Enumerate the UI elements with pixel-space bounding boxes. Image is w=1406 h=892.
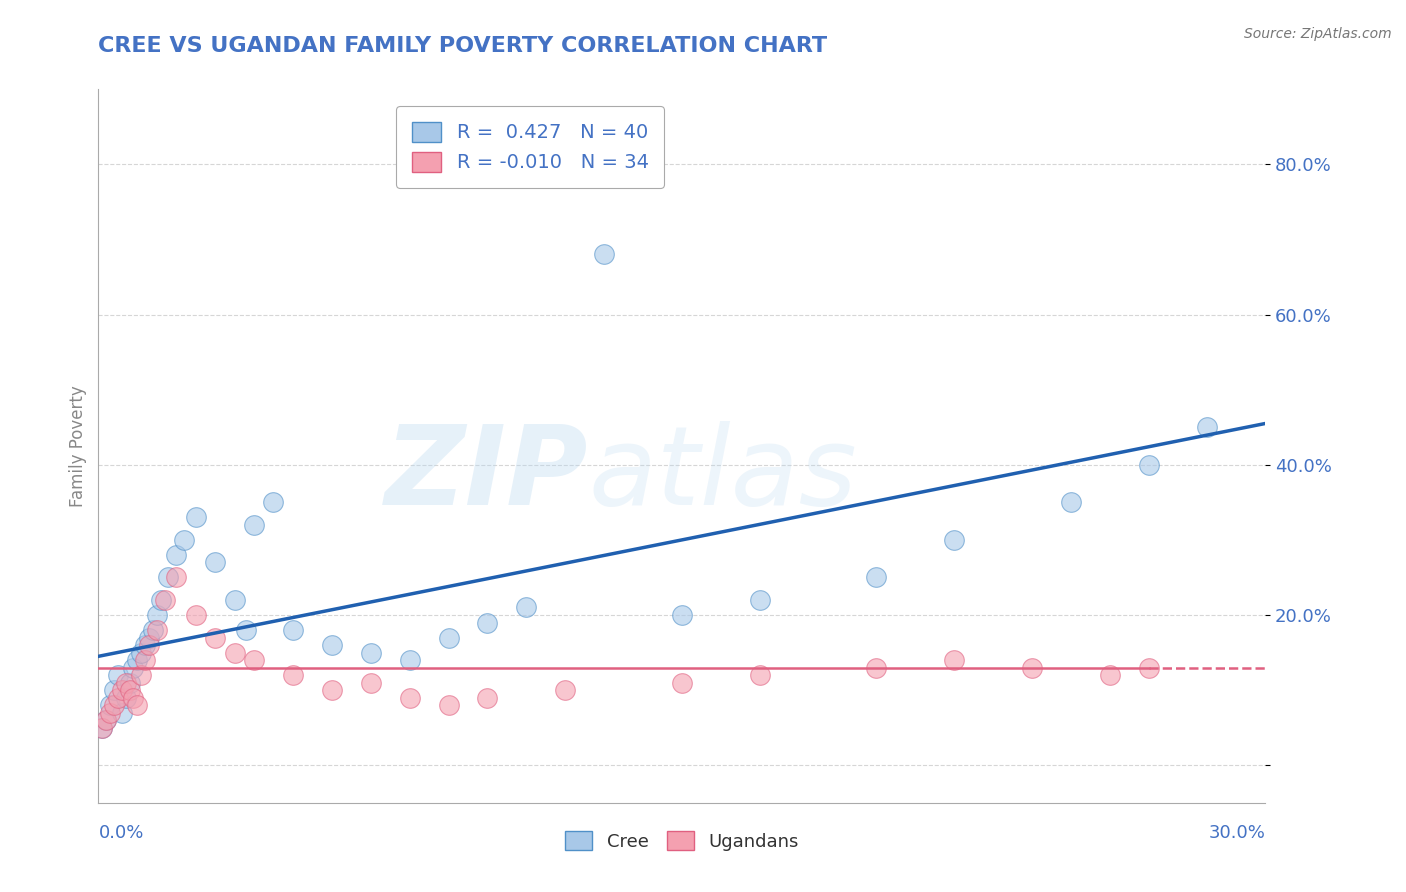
Point [360,675,382,690]
Point [748,593,770,607]
Text: Source: ZipAtlas.com: Source: ZipAtlas.com [1244,27,1392,41]
Point [1098,668,1121,682]
Point [165,570,187,584]
Point [129,668,152,682]
Point [122,690,145,705]
Text: CREE VS UGANDAN FAMILY POVERTY CORRELATION CHART: CREE VS UGANDAN FAMILY POVERTY CORRELATI… [98,36,828,55]
Point [398,653,420,667]
Point [671,675,693,690]
Point [748,668,770,682]
Legend: Cree, Ugandans: Cree, Ugandans [558,824,806,858]
Point [477,615,499,630]
Point [281,623,304,637]
Point [1060,495,1083,509]
Point [138,638,160,652]
Point [477,690,499,705]
Point [118,683,141,698]
Point [134,653,156,667]
Point [96,713,118,727]
Point [224,646,246,660]
Text: 0.0%: 0.0% [98,824,143,842]
Point [122,660,145,674]
Point [943,653,966,667]
Point [515,600,537,615]
Point [865,570,887,584]
Point [243,517,266,532]
Point [103,683,125,698]
Point [96,713,118,727]
Point [173,533,195,547]
Point [437,631,460,645]
Point [91,721,114,735]
Point [127,698,149,713]
Point [184,607,207,622]
Point [107,668,129,682]
Point [127,653,149,667]
Point [103,698,125,713]
Point [321,638,343,652]
Point [281,668,304,682]
Point [243,653,266,667]
Point [865,660,887,674]
Y-axis label: Family Poverty: Family Poverty [69,385,87,507]
Point [671,607,693,622]
Point [943,533,966,547]
Point [262,495,284,509]
Point [1195,420,1218,434]
Point [321,683,343,698]
Point [153,593,176,607]
Point [138,631,160,645]
Point [437,698,460,713]
Point [98,698,121,713]
Point [235,623,257,637]
Point [184,510,207,524]
Point [114,675,136,690]
Point [398,690,420,705]
Point [146,607,169,622]
Point [129,646,152,660]
Point [91,721,114,735]
Point [224,593,246,607]
Point [1137,458,1160,472]
Point [111,706,134,720]
Point [107,690,129,705]
Point [118,675,141,690]
Point [165,548,187,562]
Text: 30.0%: 30.0% [1209,824,1265,842]
Point [146,623,169,637]
Point [149,593,172,607]
Point [360,646,382,660]
Point [204,631,226,645]
Point [111,683,134,698]
Text: atlas: atlas [589,421,858,528]
Point [114,690,136,705]
Point [554,683,576,698]
Point [1137,660,1160,674]
Point [142,623,165,637]
Point [157,570,180,584]
Point [1021,660,1043,674]
Text: ZIP: ZIP [385,421,589,528]
Point [204,556,226,570]
Point [134,638,156,652]
Point [593,247,616,261]
Point [98,706,121,720]
